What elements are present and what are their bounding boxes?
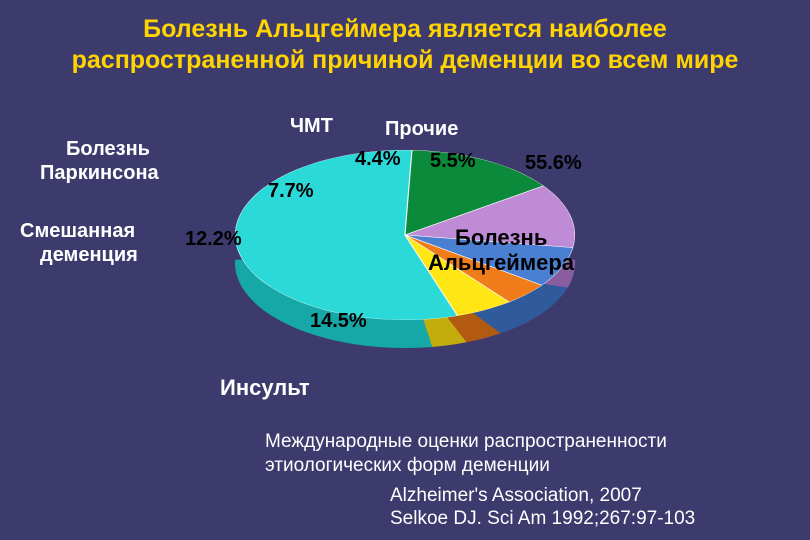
label-parkinson-l1: Болезнь bbox=[66, 138, 150, 161]
citation-line-1: Alzheimer's Association, 2007 bbox=[390, 485, 695, 508]
label-other: Прочие bbox=[385, 118, 458, 141]
pct-parkinson: 7.7% bbox=[268, 180, 314, 203]
label-mixed-l2: деменция bbox=[40, 244, 138, 267]
citation-line-2: Selkoe DJ. Sci Am 1992;267:97-103 bbox=[390, 508, 695, 531]
page-title: Болезнь Альцгеймера является наиболее ра… bbox=[0, 0, 810, 77]
label-tbi: ЧМТ bbox=[290, 115, 333, 138]
label-alzheimer-l1: Болезнь bbox=[455, 225, 547, 251]
label-stroke: Инсульт bbox=[220, 375, 310, 401]
pct-stroke: 14.5% bbox=[310, 310, 367, 333]
citation: Alzheimer's Association, 2007 Selkoe DJ.… bbox=[390, 485, 695, 531]
pct-tbi: 4.4% bbox=[355, 148, 401, 171]
chart-caption: Международные оценки распространенности … bbox=[265, 430, 785, 478]
label-mixed-l1: Смешанная bbox=[20, 220, 135, 243]
label-alzheimer-l2: Альцгеймера bbox=[428, 250, 574, 276]
pct-other: 5.5% bbox=[430, 150, 476, 173]
pct-mixed: 12.2% bbox=[185, 228, 242, 251]
pct-alzheimer: 55.6% bbox=[525, 152, 582, 175]
label-parkinson-l2: Паркинсона bbox=[40, 162, 159, 185]
